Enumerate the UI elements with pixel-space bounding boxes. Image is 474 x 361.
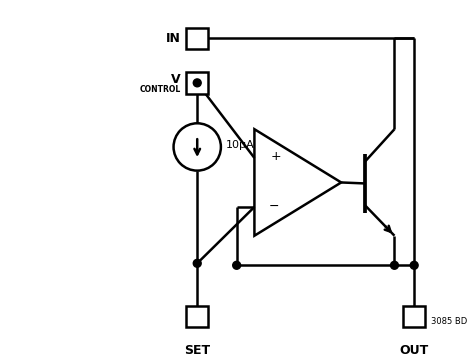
Bar: [186, 306, 208, 327]
Circle shape: [193, 259, 201, 267]
Bar: [403, 306, 425, 327]
Text: 10μA: 10μA: [226, 140, 255, 150]
Text: CONTROL: CONTROL: [139, 85, 181, 94]
Circle shape: [391, 261, 398, 269]
Text: OUT: OUT: [400, 344, 429, 357]
Text: IN: IN: [165, 32, 181, 45]
Bar: [186, 28, 208, 49]
Text: 3085 BD: 3085 BD: [431, 317, 467, 326]
Circle shape: [193, 79, 201, 87]
Text: V: V: [171, 73, 181, 86]
Text: +: +: [270, 151, 281, 164]
Bar: [186, 72, 208, 94]
Circle shape: [233, 261, 241, 269]
Text: SET: SET: [184, 344, 210, 357]
Circle shape: [410, 261, 418, 269]
Text: −: −: [268, 200, 279, 213]
